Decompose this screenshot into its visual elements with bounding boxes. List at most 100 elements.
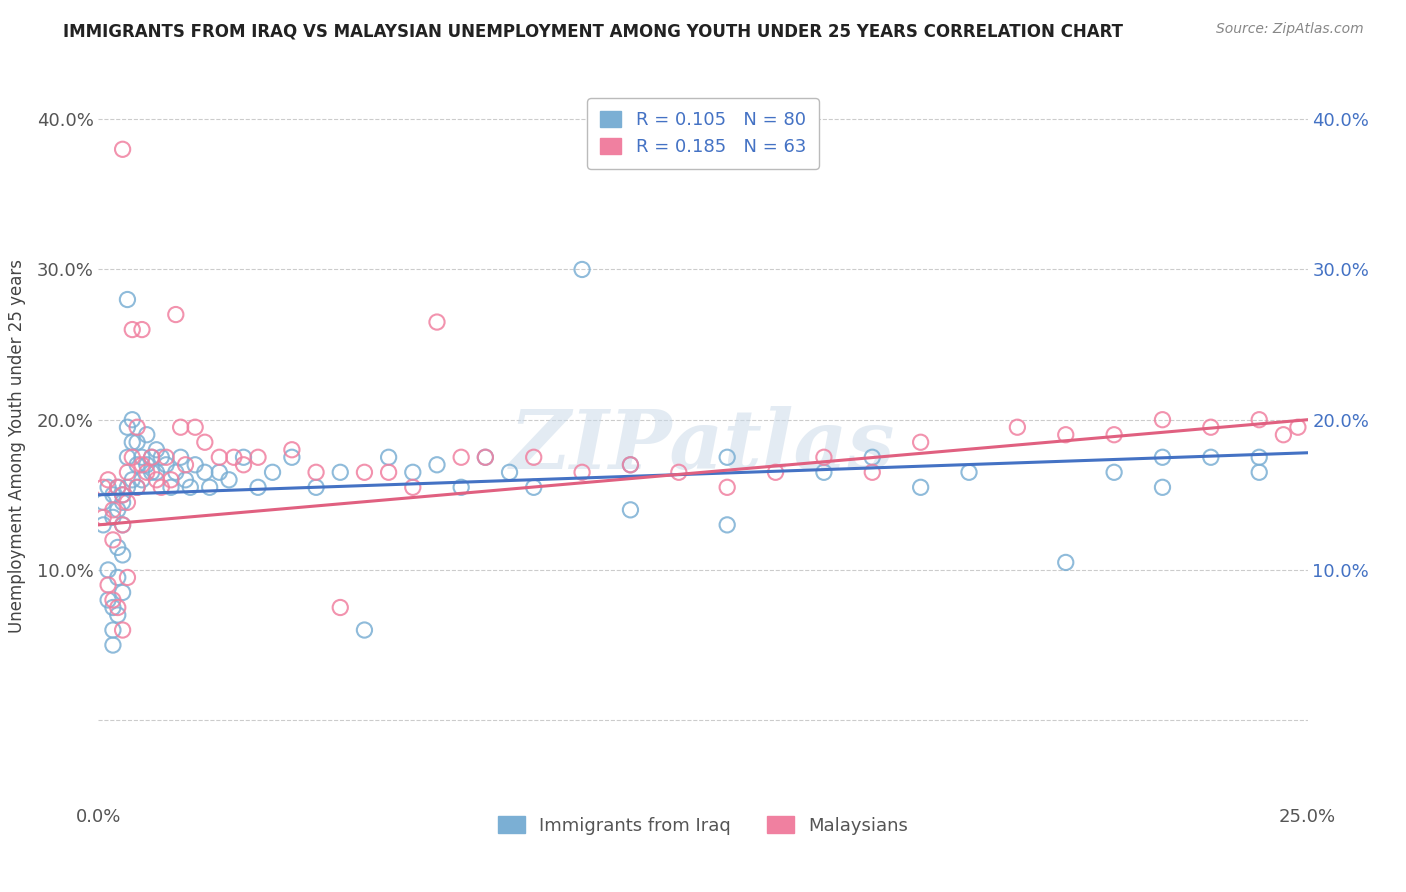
- Point: [281, 442, 304, 457]
- Point: [450, 480, 472, 494]
- Point: [101, 488, 124, 502]
- Point: [174, 458, 197, 472]
- Point: [232, 450, 254, 465]
- Point: [117, 480, 139, 494]
- Point: [247, 450, 270, 465]
- Point: [194, 435, 217, 450]
- Point: [498, 465, 520, 479]
- Point: [91, 480, 114, 494]
- Point: [1007, 420, 1029, 434]
- Point: [131, 322, 153, 336]
- Point: [101, 533, 124, 547]
- Point: [281, 450, 304, 465]
- Text: Source: ZipAtlas.com: Source: ZipAtlas.com: [1216, 22, 1364, 37]
- Point: [247, 480, 270, 494]
- Point: [402, 480, 425, 494]
- Point: [1249, 413, 1271, 427]
- Point: [117, 570, 139, 584]
- Point: [329, 600, 352, 615]
- Point: [353, 623, 375, 637]
- Point: [184, 458, 207, 472]
- Point: [194, 465, 217, 479]
- Point: [860, 465, 883, 479]
- Text: IMMIGRANTS FROM IRAQ VS MALAYSIAN UNEMPLOYMENT AMONG YOUTH UNDER 25 YEARS CORREL: IMMIGRANTS FROM IRAQ VS MALAYSIAN UNEMPL…: [63, 22, 1123, 40]
- Point: [127, 458, 149, 472]
- Point: [141, 450, 163, 465]
- Point: [101, 503, 124, 517]
- Point: [571, 262, 593, 277]
- Point: [121, 450, 143, 465]
- Point: [145, 442, 167, 457]
- Point: [111, 548, 134, 562]
- Point: [402, 465, 425, 479]
- Point: [107, 541, 129, 555]
- Point: [150, 450, 173, 465]
- Point: [111, 142, 134, 156]
- Point: [101, 510, 124, 524]
- Point: [97, 480, 120, 494]
- Point: [117, 293, 139, 307]
- Point: [218, 473, 240, 487]
- Point: [101, 600, 124, 615]
- Point: [135, 458, 157, 472]
- Point: [117, 450, 139, 465]
- Point: [165, 308, 187, 322]
- Point: [1054, 556, 1077, 570]
- Point: [910, 435, 932, 450]
- Point: [107, 480, 129, 494]
- Point: [101, 638, 124, 652]
- Point: [305, 465, 328, 479]
- Point: [165, 465, 187, 479]
- Point: [135, 427, 157, 442]
- Point: [174, 473, 197, 487]
- Point: [426, 315, 449, 329]
- Point: [107, 607, 129, 622]
- Point: [353, 465, 375, 479]
- Legend: Immigrants from Iraq, Malaysians: Immigrants from Iraq, Malaysians: [488, 807, 918, 844]
- Point: [131, 450, 153, 465]
- Point: [813, 465, 835, 479]
- Point: [571, 465, 593, 479]
- Point: [179, 480, 201, 494]
- Point: [150, 480, 173, 494]
- Point: [523, 480, 546, 494]
- Point: [117, 420, 139, 434]
- Point: [957, 465, 980, 479]
- Point: [111, 517, 134, 532]
- Point: [668, 465, 690, 479]
- Point: [111, 488, 134, 502]
- Point: [474, 450, 496, 465]
- Point: [262, 465, 284, 479]
- Point: [117, 465, 139, 479]
- Point: [1249, 465, 1271, 479]
- Point: [619, 458, 641, 472]
- Point: [169, 420, 191, 434]
- Point: [111, 585, 134, 599]
- Point: [1199, 450, 1222, 465]
- Point: [305, 480, 328, 494]
- Point: [127, 420, 149, 434]
- Point: [121, 413, 143, 427]
- Point: [155, 450, 177, 465]
- Point: [184, 420, 207, 434]
- Point: [1102, 465, 1125, 479]
- Point: [910, 480, 932, 494]
- Text: ZIPatlas: ZIPatlas: [510, 406, 896, 486]
- Point: [111, 623, 134, 637]
- Point: [97, 473, 120, 487]
- Point: [1199, 420, 1222, 434]
- Point: [619, 458, 641, 472]
- Point: [155, 458, 177, 472]
- Point: [107, 600, 129, 615]
- Point: [160, 473, 183, 487]
- Point: [101, 623, 124, 637]
- Point: [127, 480, 149, 494]
- Point: [198, 480, 221, 494]
- Point: [222, 450, 245, 465]
- Point: [91, 510, 114, 524]
- Point: [450, 450, 472, 465]
- Point: [97, 578, 120, 592]
- Point: [127, 480, 149, 494]
- Point: [813, 450, 835, 465]
- Point: [145, 465, 167, 479]
